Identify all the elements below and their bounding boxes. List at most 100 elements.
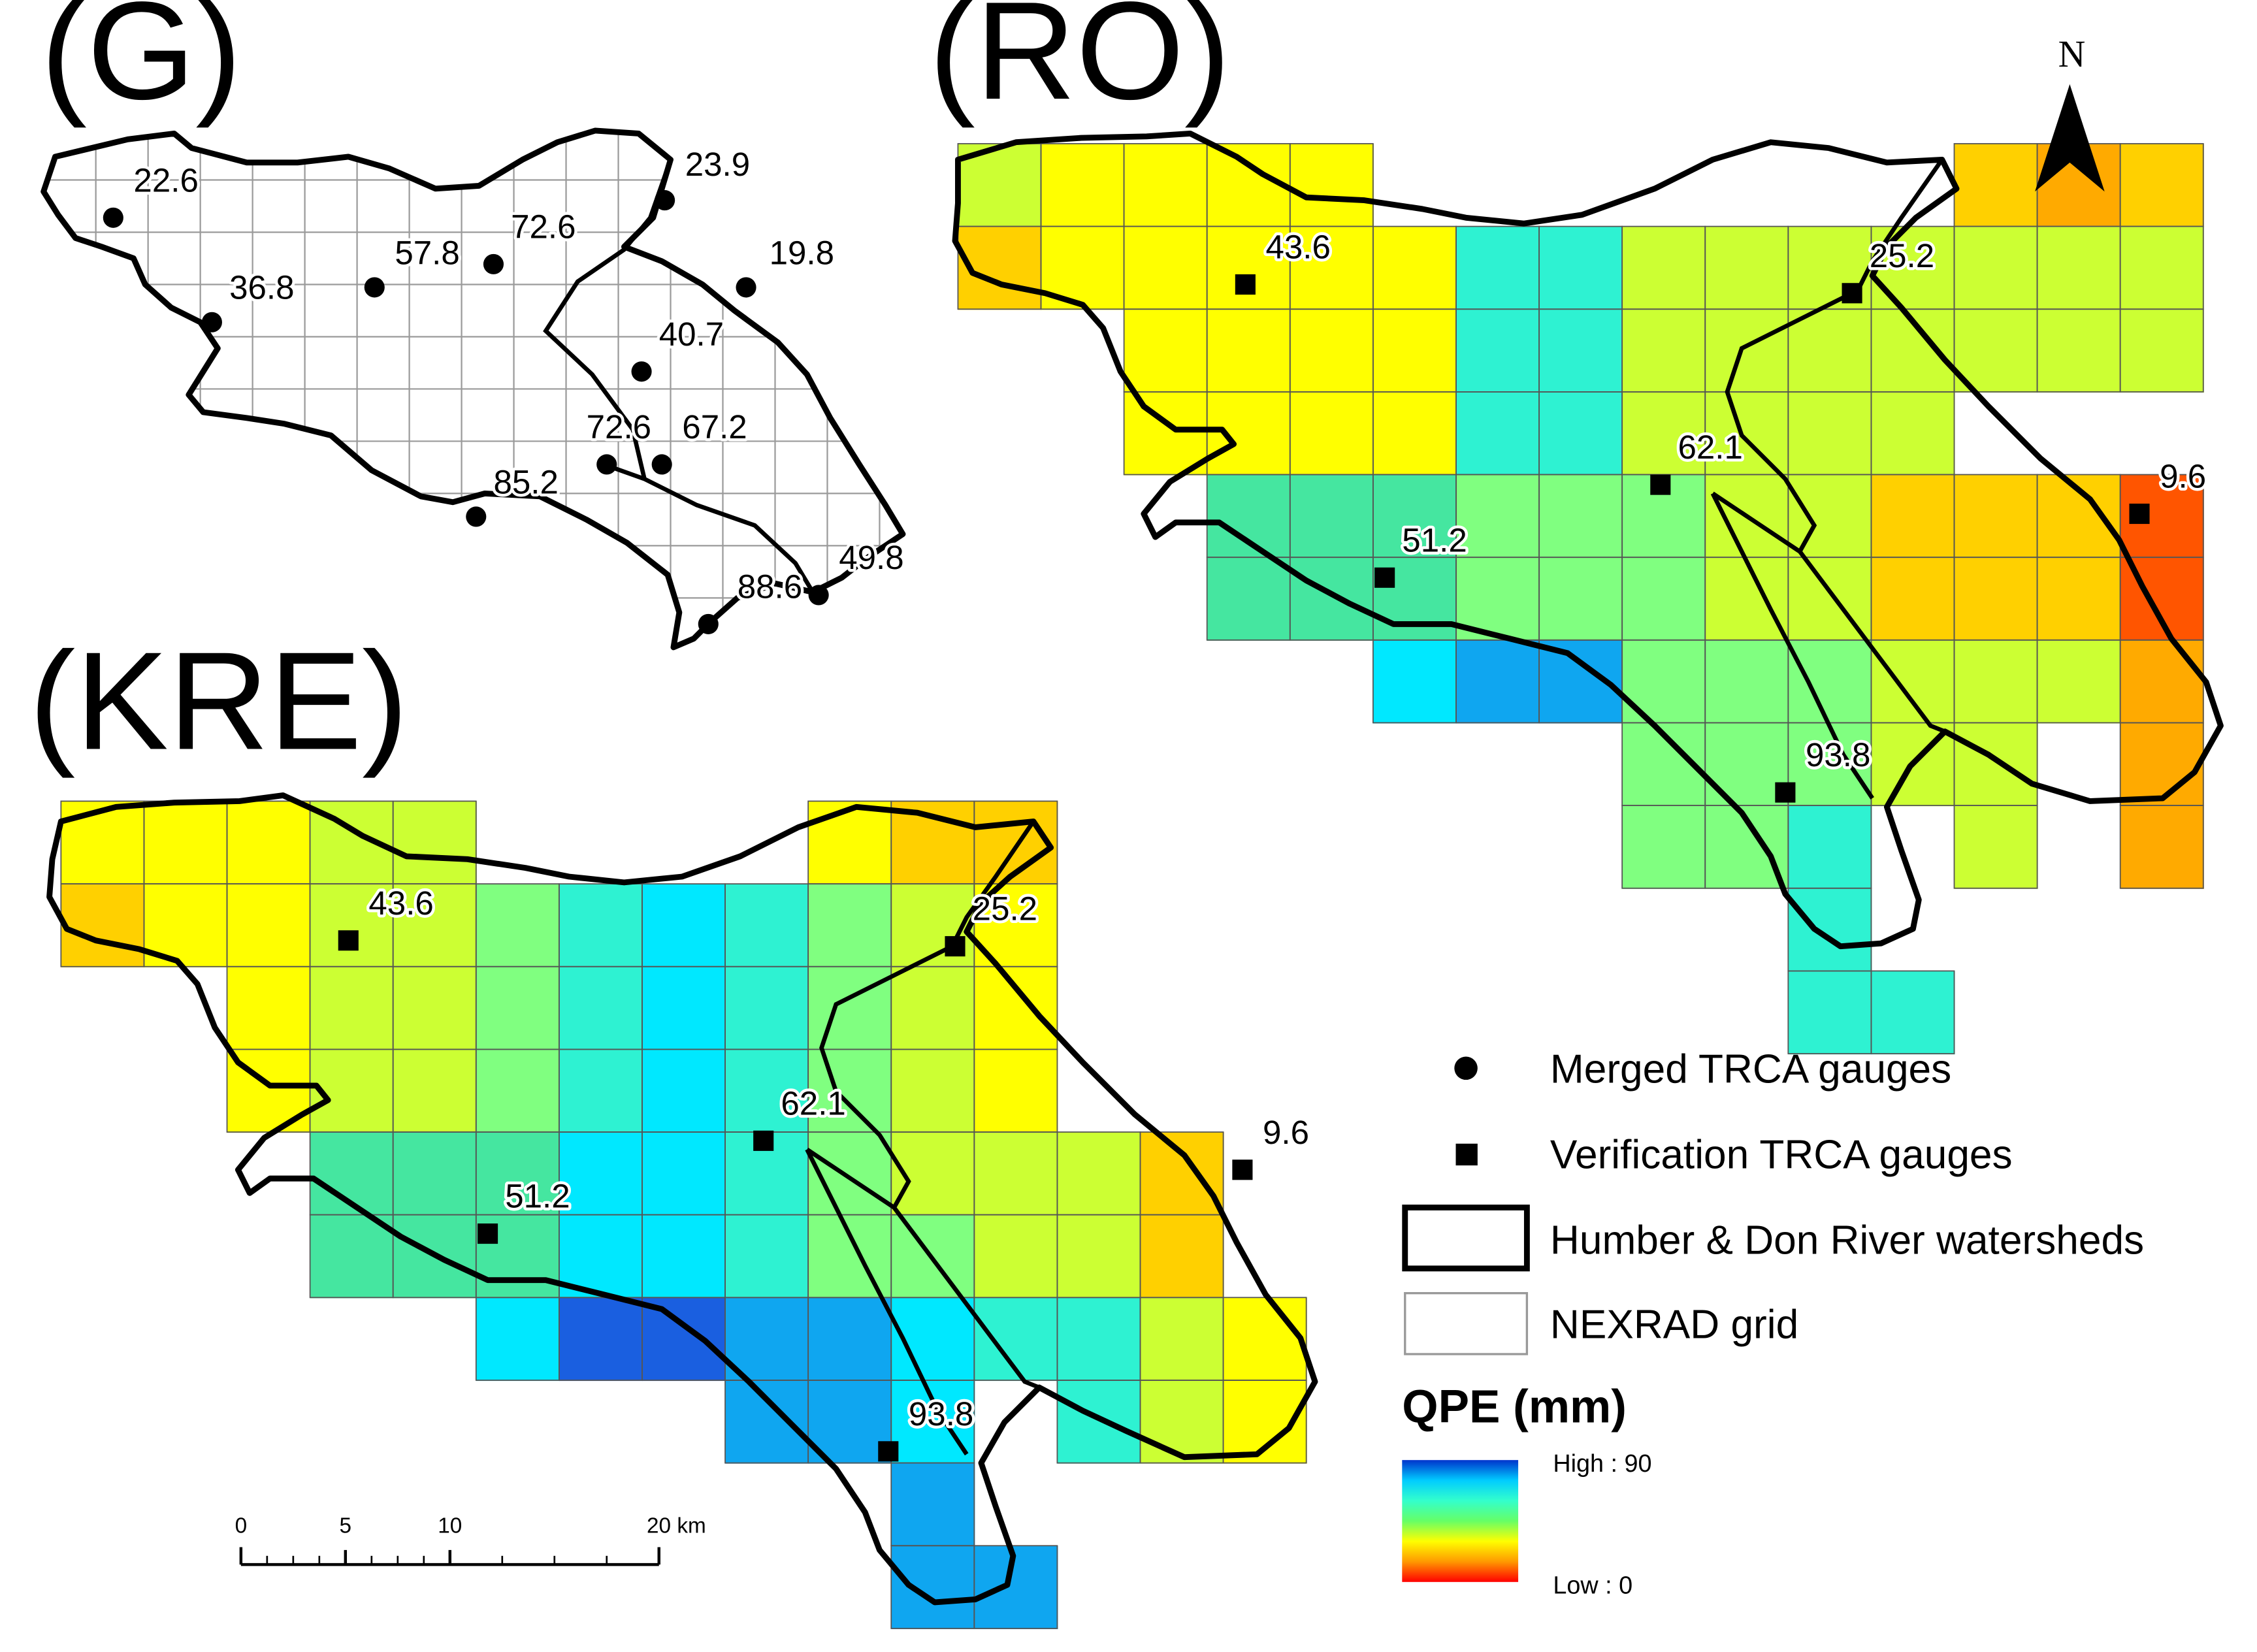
- qpe-cell: [1372, 640, 1457, 724]
- qpe-cell: [559, 1297, 643, 1382]
- qpe-cell: [1954, 557, 2038, 641]
- north-arrow-icon: [2035, 84, 2105, 192]
- qpe-high-label: High : 90: [1553, 1450, 1651, 1478]
- verification-gauge-marker: [753, 1130, 774, 1151]
- watershed-divide-ro: [1710, 158, 1946, 800]
- gauge-value-label: 43.6: [368, 884, 433, 922]
- qpe-cell: [1954, 143, 2038, 227]
- grid-cell-outline: [1870, 970, 1955, 1054]
- nexrad-grid-kre: [60, 800, 1307, 1629]
- qpe-cell: [891, 1049, 975, 1133]
- watershed-outline-kre: [46, 792, 1318, 1606]
- qpe-cell: [559, 1132, 643, 1216]
- qpe-cell: [1705, 309, 1789, 393]
- grid-cell-outline: [2119, 308, 2204, 393]
- qpe-cell: [2037, 226, 2121, 310]
- qpe-cell: [1539, 474, 1623, 559]
- gauge-value-label: 93.8: [1806, 736, 1870, 773]
- gauge-value-label: 23.9: [685, 146, 750, 183]
- qpe-cell: [1140, 1297, 1224, 1382]
- qpe-cell: [891, 1546, 975, 1630]
- qpe-cell: [393, 1049, 477, 1133]
- legend-watershed-swatch: [1402, 1205, 1530, 1272]
- panel-kre: (KRE) 43.6 25.2 62.1 9.6 51.2 93.8: [29, 623, 1318, 1630]
- scale-tick-0: 0: [235, 1514, 248, 1538]
- qpe-cell: [808, 1297, 892, 1382]
- qpe-cell: [974, 1214, 1058, 1299]
- qpe-cell: [1954, 805, 2038, 889]
- qpe-low-label: Low : 0: [1553, 1572, 1632, 1600]
- verification-gauge-marker: [338, 930, 359, 951]
- qpe-cell: [2120, 143, 2204, 227]
- qpe-cell: [1290, 474, 1374, 559]
- qpe-cell: [1539, 557, 1623, 641]
- scale-tick-10: 10: [438, 1514, 462, 1538]
- qpe-cell: [891, 966, 975, 1050]
- merged-gauge-marker: [466, 506, 487, 527]
- gauge-value-label: 67.2: [682, 408, 747, 445]
- verification-gauge-marker: [1232, 1159, 1253, 1180]
- qpe-cell: [1057, 1214, 1141, 1299]
- qpe-cell: [1871, 557, 1955, 641]
- qpe-cell: [1140, 1132, 1224, 1216]
- qpe-cell: [1788, 391, 1872, 476]
- qpe-cell: [1207, 557, 1291, 641]
- qpe-cell: [1788, 971, 1872, 1055]
- merged-gauge-marker: [651, 454, 672, 475]
- gauge-value-label: 72.6: [587, 408, 651, 445]
- qpe-cell: [2037, 557, 2121, 641]
- verification-gauge-marker: [1775, 782, 1796, 803]
- qpe-cell: [1622, 557, 1706, 641]
- verification-gauge-marker: [478, 1223, 498, 1244]
- qpe-cell: [393, 801, 477, 885]
- qpe-cell: [1057, 1380, 1141, 1464]
- panel-ro: (RO) 43.6 25.2 62.1 9.6 51.2 93.8: [929, 0, 2224, 1055]
- legend-label-merged: Merged TRCA gauges: [1550, 1046, 1951, 1092]
- qpe-cell: [1539, 391, 1623, 476]
- gauge-value-label: 22.6: [133, 161, 198, 199]
- gauge-value-label: 88.6: [738, 568, 802, 605]
- qpe-cell: [1372, 309, 1457, 393]
- gauge-value-label: 72.6: [511, 208, 576, 245]
- qpe-cell: [1871, 971, 1955, 1055]
- merged-gauge-marker: [631, 361, 652, 382]
- qpe-cell: [227, 966, 311, 1050]
- verification-gauges-kre: 43.6 25.2 62.1 9.6 51.2 93.8: [338, 881, 1312, 1462]
- qpe-cell: [1622, 226, 1706, 310]
- qpe-raster-ro: [958, 143, 2204, 1055]
- qpe-cell: [1372, 226, 1457, 310]
- qpe-cell: [974, 1049, 1058, 1133]
- qpe-cell: [1622, 805, 1706, 889]
- verification-gauge-marker: [1650, 474, 1671, 495]
- qpe-cell: [641, 1214, 726, 1299]
- qpe-cell: [1871, 640, 1955, 724]
- qpe-cell: [1954, 226, 2038, 310]
- qpe-cell: [1124, 309, 1208, 393]
- qpe-cell: [559, 966, 643, 1050]
- qpe-color-ramp: [1402, 1460, 1519, 1582]
- qpe-cell: [393, 966, 477, 1050]
- qpe-cell: [641, 1132, 726, 1216]
- qpe-cell: [725, 1214, 809, 1299]
- qpe-cell: [1788, 888, 1872, 972]
- qpe-cell: [2120, 722, 2204, 807]
- verification-gauge-marker: [1374, 567, 1395, 588]
- qpe-cell: [974, 1132, 1058, 1216]
- qpe-cell: [1140, 1380, 1224, 1464]
- qpe-cell: [1539, 309, 1623, 393]
- qpe-cell: [1372, 474, 1457, 559]
- grid-cell-outline: [1222, 1380, 1307, 1464]
- grid-cell-outline: [973, 1545, 1058, 1629]
- qpe-cell: [227, 884, 311, 967]
- qpe-cell: [1705, 640, 1789, 724]
- qpe-cell: [61, 801, 145, 885]
- qpe-cell: [559, 1049, 643, 1133]
- qpe-cell: [1954, 474, 2038, 559]
- qpe-cell: [1057, 1297, 1141, 1382]
- qpe-cell: [1124, 143, 1208, 227]
- qpe-cell: [1372, 391, 1457, 476]
- legend-label-watershed: Humber & Don River watersheds: [1550, 1218, 2144, 1263]
- qpe-cell: [476, 884, 560, 967]
- qpe-cell: [808, 884, 892, 967]
